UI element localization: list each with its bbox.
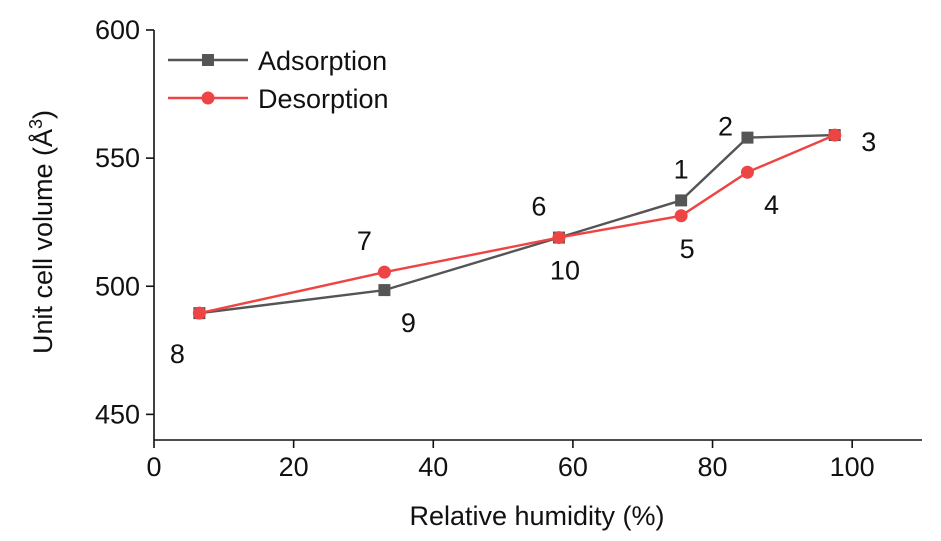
y-tick-label: 500 [95,271,140,301]
point-label-2: 2 [718,112,733,142]
legend-label: Desorption [258,84,389,114]
desorption-point [192,306,206,320]
series-adsorption [193,129,841,320]
x-axis-title: Relative humidity (%) [409,501,664,531]
legend-label: Adsorption [258,46,387,76]
y-axis-title-main: Unit cell volume (Å [27,129,58,354]
desorption-point [377,265,391,279]
legend-marker [202,54,214,66]
y-tick-label: 550 [95,143,140,173]
desorption-line [199,133,836,315]
legend-item-desorption: Desorption [168,84,389,114]
adsorption-point [378,284,391,297]
series-desorption [192,128,842,320]
point-label-10: 10 [550,256,580,286]
point-label-5: 5 [680,234,695,264]
y-tick-label: 450 [95,399,140,429]
legend-item-adsorption: Adsorption [168,46,387,76]
axes: 0 20 40 60 80 100 450 500 550 600 [95,15,922,482]
x-tick-label: 0 [146,452,161,482]
desorption-point [674,209,688,223]
legend-marker [201,91,215,105]
x-tick-label: 80 [698,452,728,482]
y-axis-title-sup: 3 [26,119,46,129]
point-label-6: 6 [531,192,546,222]
adsorption-line [199,133,835,315]
desorption-point [828,128,842,142]
y-axis-title: Unit cell volume (Å3) [26,110,58,354]
point-label-7: 7 [357,226,372,256]
point-label-3: 3 [861,127,876,157]
y-tick-label: 600 [95,15,140,45]
point-label-8: 8 [170,339,185,369]
x-tick-label: 60 [558,452,588,482]
desorption-point [552,231,566,245]
adsorption-point [741,131,754,144]
series-layer [192,128,842,320]
adsorption-point [675,194,688,207]
point-label-4: 4 [764,190,779,220]
y-axis-title-close: ) [28,110,58,119]
point-label-1: 1 [674,154,689,184]
x-tick-label: 100 [830,452,875,482]
desorption-point [740,165,754,179]
point-label-9: 9 [401,308,416,338]
x-tick-label: 40 [418,452,448,482]
x-tick-label: 20 [279,452,309,482]
legend: Adsorption Desorption [168,46,389,114]
annotation-layer: 12 3 4 5 6 7 8 9 10 [170,112,876,370]
